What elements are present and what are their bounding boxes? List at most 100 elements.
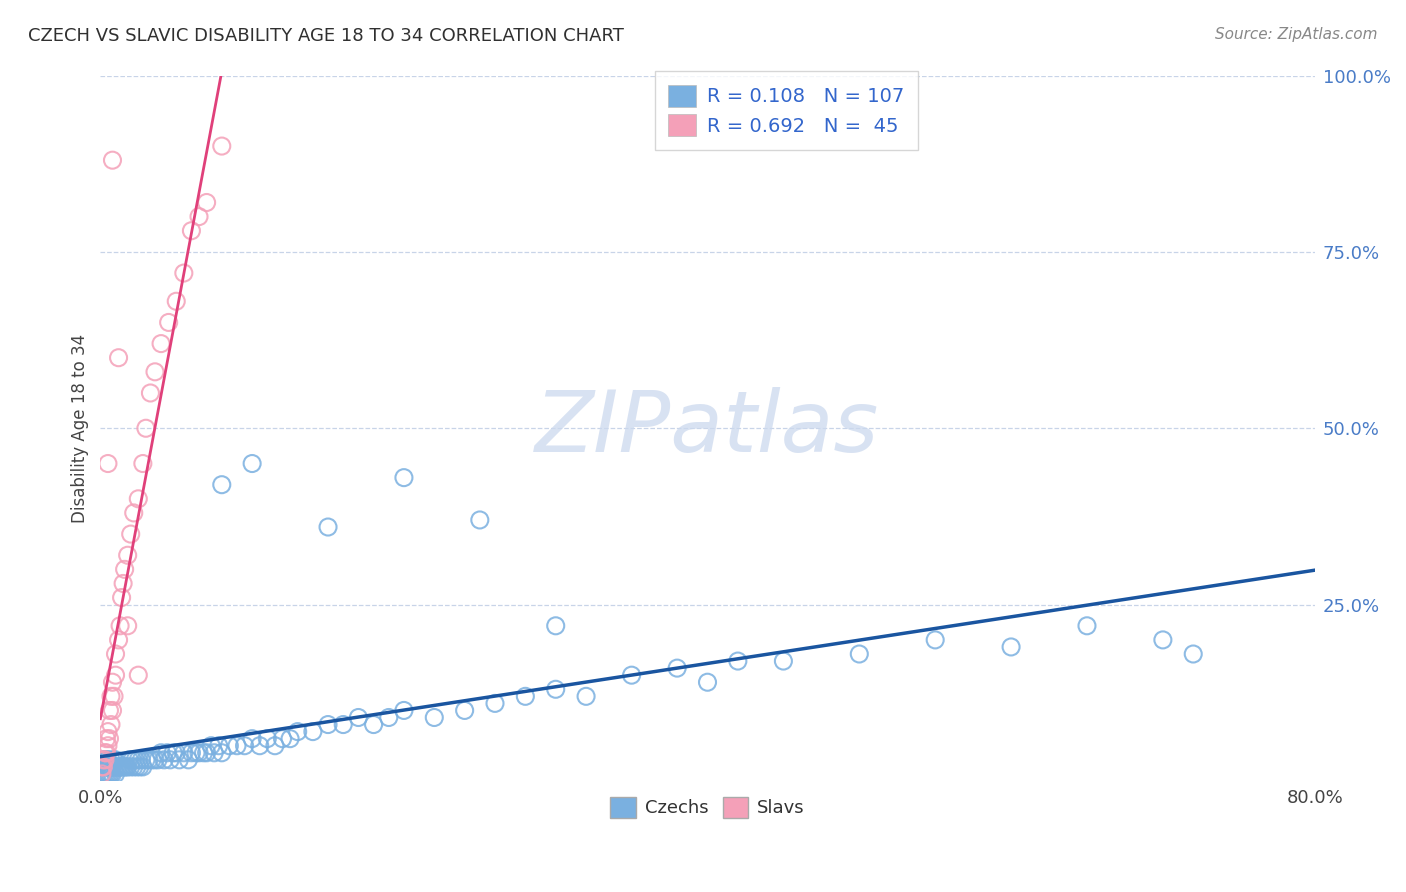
Text: Source: ZipAtlas.com: Source: ZipAtlas.com (1215, 27, 1378, 42)
Point (124, 753, 146, 767)
Point (180, 746, 202, 760)
Point (93, 753, 115, 767)
Point (195, 746, 218, 760)
Point (1152, 632, 1174, 647)
Point (211, 477, 233, 491)
Point (202, 746, 225, 760)
Point (94, 767, 117, 781)
Point (156, 746, 179, 760)
Point (177, 753, 200, 767)
Point (104, 647, 127, 661)
Point (188, 210, 211, 224)
Point (1076, 619, 1098, 633)
Point (392, 470, 415, 484)
Point (97, 753, 120, 767)
Point (173, 266, 195, 280)
Point (108, 760, 131, 774)
Point (200, 739, 222, 753)
Point (138, 753, 160, 767)
Point (271, 731, 294, 746)
Point (127, 668, 149, 682)
Point (347, 710, 370, 724)
Point (104, 767, 127, 781)
Point (453, 703, 475, 717)
Point (90, 767, 112, 781)
Point (114, 760, 136, 774)
Point (97, 457, 120, 471)
Point (240, 731, 263, 746)
Point (96, 731, 118, 746)
Point (114, 562, 136, 576)
Point (162, 746, 184, 760)
Point (94, 760, 117, 774)
Point (256, 731, 278, 746)
Point (696, 675, 718, 690)
Point (544, 619, 567, 633)
Point (848, 647, 870, 661)
Point (139, 386, 162, 401)
Point (96, 753, 118, 767)
Point (125, 760, 148, 774)
Point (90, 767, 112, 781)
Point (188, 746, 211, 760)
Point (98, 731, 121, 746)
Point (115, 760, 138, 774)
Point (208, 739, 231, 753)
Point (103, 760, 125, 774)
Point (150, 746, 173, 760)
Point (193, 746, 215, 760)
Point (96, 746, 118, 760)
Point (1000, 640, 1022, 654)
Point (105, 760, 128, 774)
Point (108, 619, 131, 633)
Point (143, 753, 166, 767)
Point (90, 760, 112, 774)
Point (101, 760, 124, 774)
Point (515, 690, 537, 704)
Point (233, 739, 256, 753)
Point (173, 746, 195, 760)
Point (100, 690, 122, 704)
Point (195, 195, 218, 210)
Point (423, 710, 446, 724)
Point (101, 767, 124, 781)
Point (104, 753, 127, 767)
Point (94, 753, 117, 767)
Point (127, 753, 149, 767)
Point (146, 753, 169, 767)
Point (620, 668, 643, 682)
Point (103, 753, 125, 767)
Point (159, 753, 181, 767)
Point (135, 753, 157, 767)
Point (264, 739, 287, 753)
Point (100, 760, 122, 774)
Point (135, 421, 157, 435)
Point (97, 724, 120, 739)
Point (184, 746, 207, 760)
Point (141, 753, 163, 767)
Point (127, 491, 149, 506)
Point (211, 139, 233, 153)
Text: ZIPatlas: ZIPatlas (536, 387, 880, 470)
Point (484, 697, 506, 711)
Point (666, 661, 689, 675)
Point (98, 703, 121, 717)
Legend: Czechs, Slavs: Czechs, Slavs (603, 789, 811, 825)
Point (98, 760, 121, 774)
Point (107, 351, 129, 365)
Point (100, 767, 122, 781)
Point (122, 506, 145, 520)
Point (132, 760, 155, 774)
Point (392, 703, 415, 717)
Point (165, 294, 187, 309)
Point (128, 760, 150, 774)
Point (93, 767, 115, 781)
Point (94, 746, 117, 760)
Point (120, 527, 142, 541)
Point (110, 760, 132, 774)
Point (211, 746, 233, 760)
Point (150, 336, 173, 351)
Point (121, 753, 143, 767)
Text: CZECH VS SLAVIC DISABILITY AGE 18 TO 34 CORRELATION CHART: CZECH VS SLAVIC DISABILITY AGE 18 TO 34 … (28, 27, 624, 45)
Point (287, 724, 309, 739)
